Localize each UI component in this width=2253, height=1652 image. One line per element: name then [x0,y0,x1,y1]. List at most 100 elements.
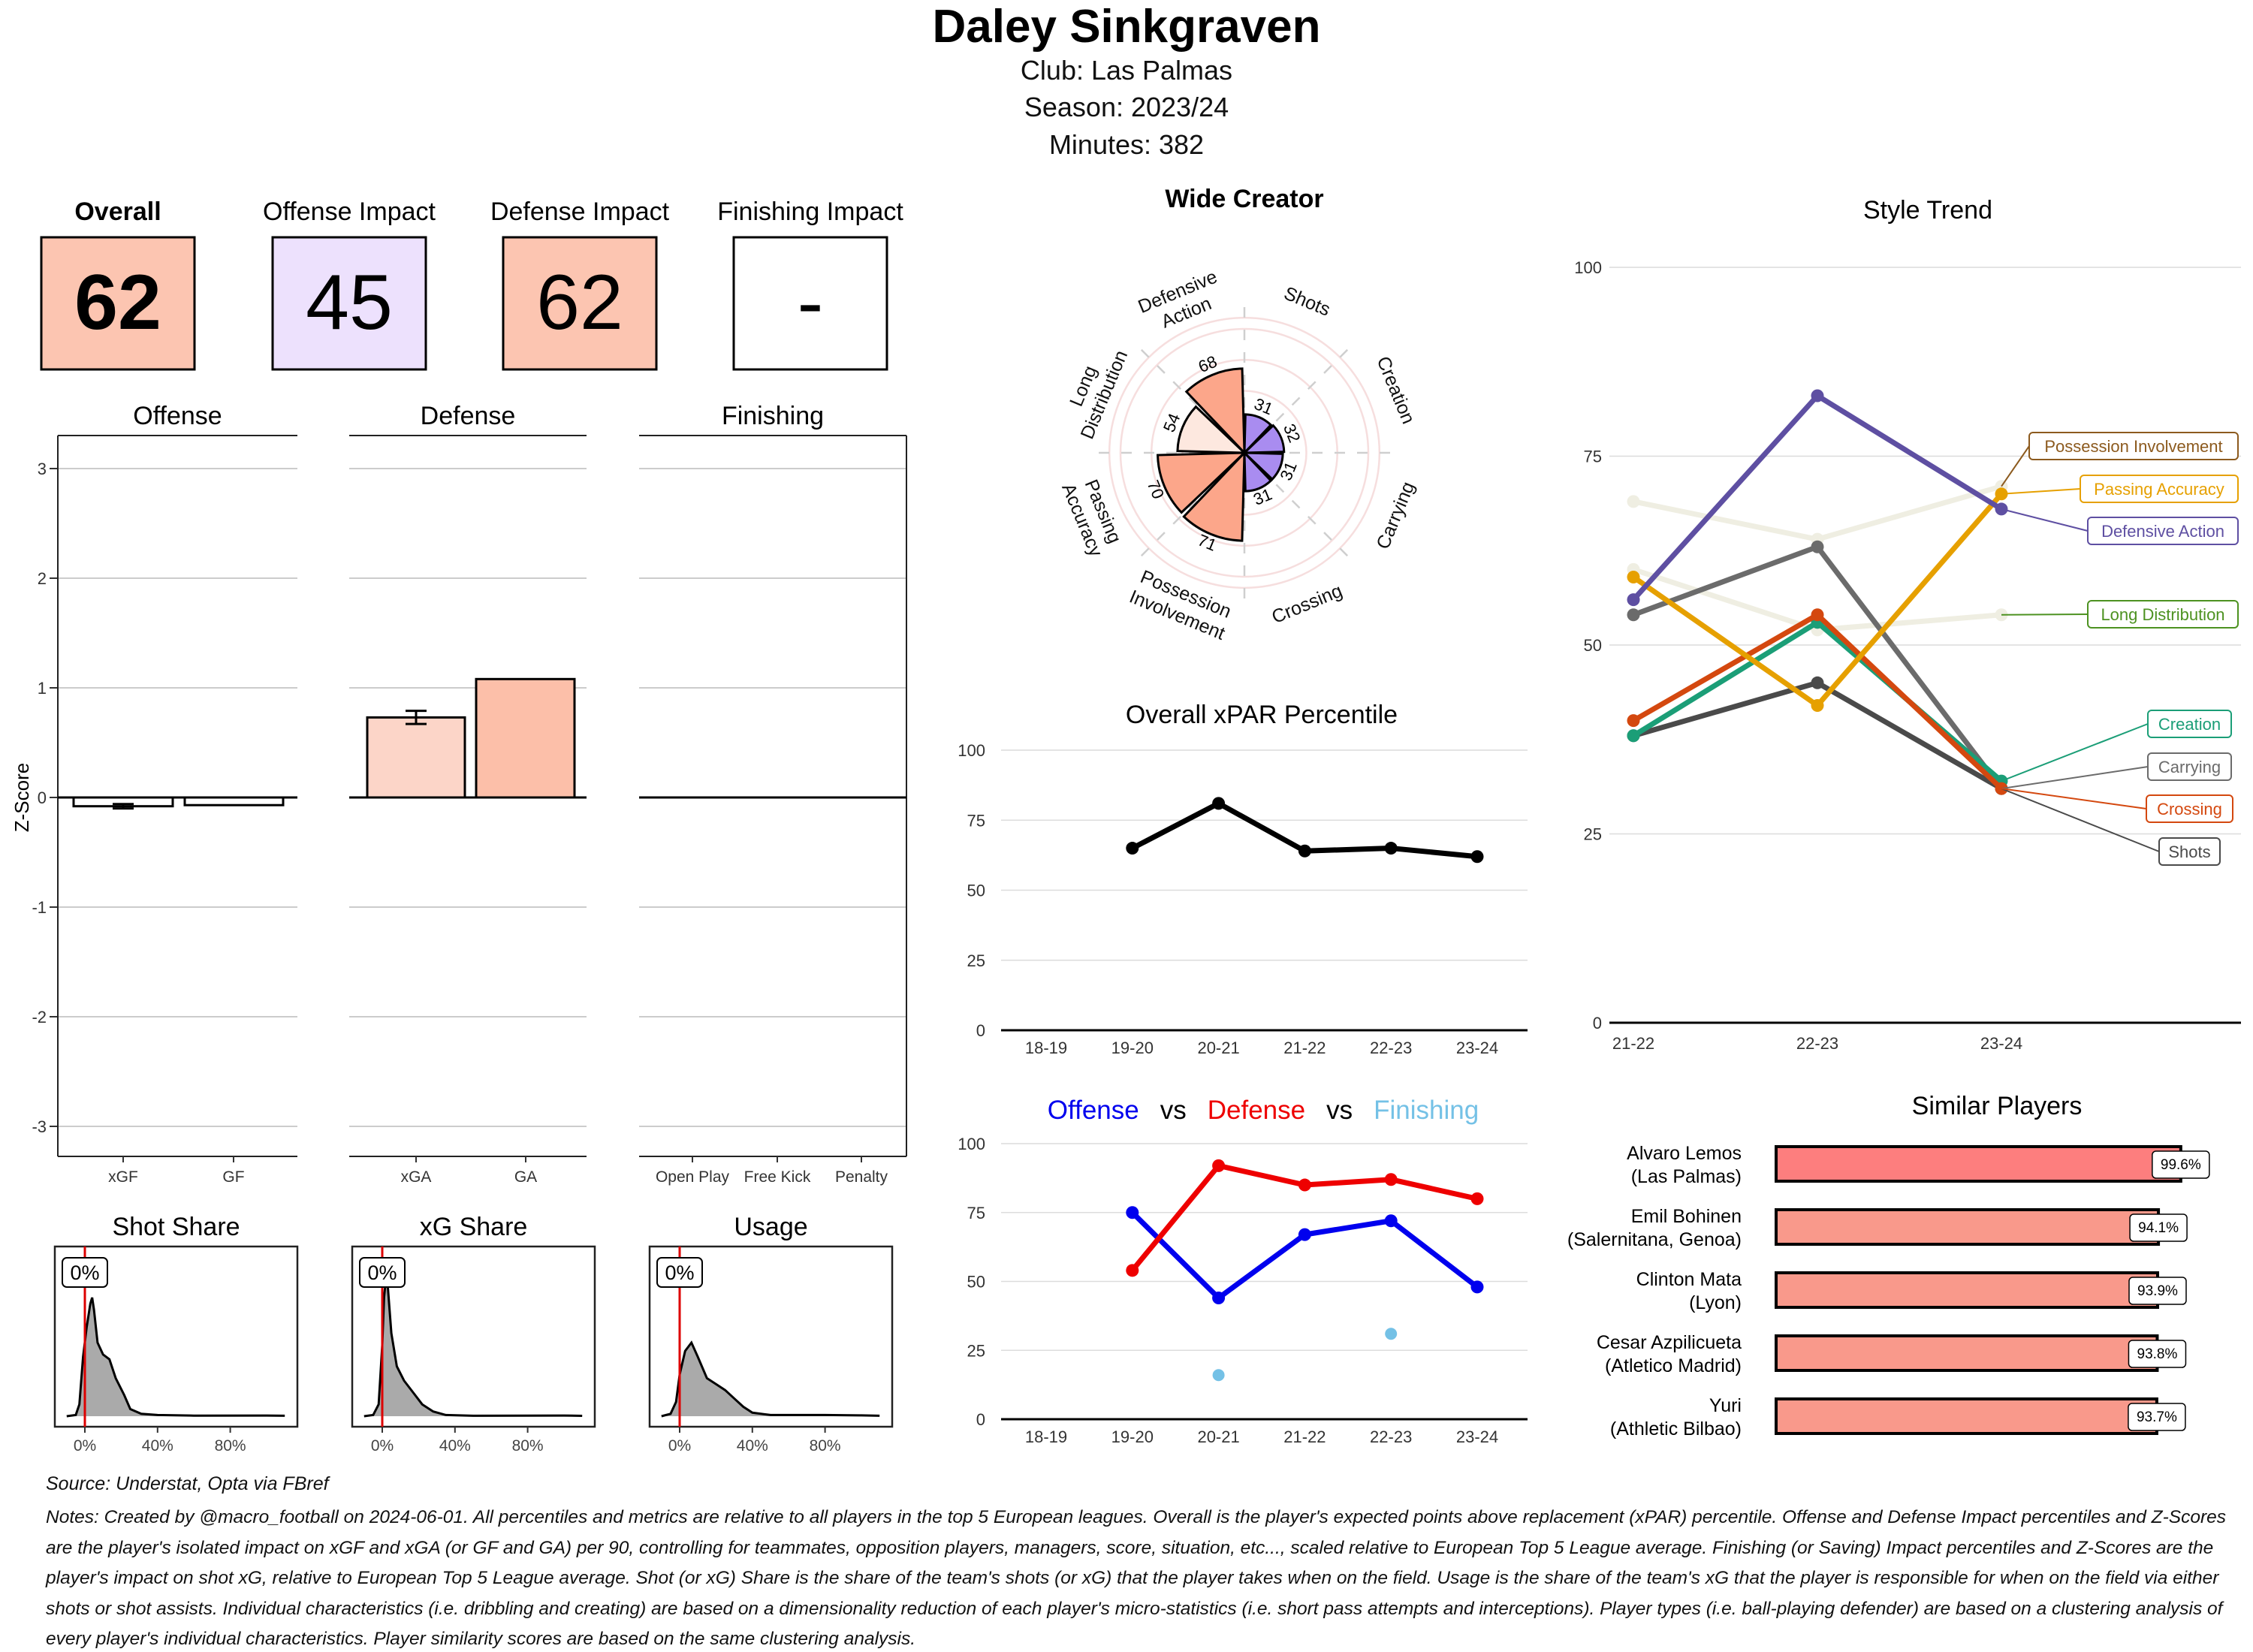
y-tick-label: 100 [958,741,985,760]
chart-title-part: vs [1326,1096,1353,1125]
chart-title: Similar Players [1912,1092,2083,1120]
polar-bar-carrying [1241,451,1284,481]
y-tick-label: 0 [976,1021,985,1040]
data-point-defense [1212,1159,1226,1172]
polar-bar-passing-accuracy [1157,451,1247,514]
polar-category-label: PassingAccuracy [1057,472,1127,560]
polar-grid-circle [1119,327,1370,578]
similarity-value: 93.9% [2137,1283,2178,1299]
similarity-value: 94.1% [2138,1220,2179,1236]
x-tick-label: 18-19 [1025,1427,1067,1446]
polar-category-label: LongDistribution [1056,339,1132,442]
bar-xga [366,716,466,799]
trend-label-crossing: Crossing [2157,800,2222,818]
x-tick-label: 21-22 [1283,1039,1326,1057]
trend-label-leader [2001,508,2089,532]
series-line-offense [1130,1210,1479,1301]
x-tick-label: 20-21 [1197,1039,1239,1057]
x-tick-label: xGF [108,1168,138,1186]
y-tick-label: 50 [967,882,985,900]
distribution-title: Shot Share [112,1213,240,1241]
impact-card-label: Finishing Impact [717,197,903,226]
trend-point-defensive-action [1811,389,1824,402]
similar-player-team: (Las Palmas) [1631,1166,1742,1187]
y-tick-label: -3 [32,1117,47,1136]
data-point-finishing [1385,1328,1398,1340]
y-tick-label: 25 [1584,825,1602,844]
trend-label-box [2080,475,2239,503]
similarity-label-box [2128,1403,2186,1431]
polar-bar-creation [1241,424,1286,454]
x-tick-label: 23-24 [1980,1034,2022,1053]
header: Daley Sinkgraven Club: Las Palmas Season… [933,1,1321,160]
trend-label-possession-involvement: Possession Involvement [2044,437,2222,456]
chart-title-part: Finishing [1374,1096,1479,1125]
polar-category-label-line: Carrying [1372,478,1419,552]
polar-category-label-line: Shots [1281,282,1334,320]
x-tick-label: 0% [668,1437,691,1455]
x-tick-label: 80% [512,1437,544,1455]
similarity-bar [1775,1271,2159,1309]
similarity-bar [1775,1334,2159,1372]
facet-title: Finishing [722,402,824,430]
trend-label-defensive-action: Defensive Action [2101,522,2224,541]
methodology-notes: Notes: Created by @macro_football on 202… [46,1507,2227,1649]
y-tick-label: 0 [38,788,47,807]
distribution-title: xG Share [420,1213,528,1241]
impact-card-label: Offense Impact [263,197,436,226]
x-tick-label: 40% [439,1437,471,1455]
y-tick-label: 0 [976,1410,985,1429]
polar-bar-shots [1243,413,1273,456]
club-subtitle: Club: Las Palmas [1021,55,1232,86]
density-area [661,1343,880,1416]
data-point [1126,842,1139,855]
x-tick-label: 22-23 [1370,1427,1412,1446]
density-curve [363,1279,583,1418]
x-tick-label: 20-21 [1197,1427,1239,1446]
facet-title: Offense [133,402,222,430]
data-point-offense [1212,1292,1226,1305]
polar-category-label: Shots [1281,282,1334,320]
style-trend-chart: Style Trend 0 25 50 75 100 21-22 22-23 23-24 Poss… [1574,196,2241,1053]
trend-line-defensive-action [1631,393,2003,601]
x-tick-label: 40% [142,1437,173,1455]
density-area [363,1280,583,1416]
data-point-defense [1298,1178,1311,1192]
trend-point-passing-accuracy [1811,698,1824,712]
similarity-value: 93.7% [2137,1409,2177,1425]
trend-line-possession-involvement [1633,484,2002,542]
data-point-offense [1298,1228,1311,1241]
minutes-subtitle: Minutes: 382 [1049,129,1204,160]
impact-card-value: 45 [306,259,393,346]
x-tick-label: GA [514,1168,537,1186]
similar-player-team: (Athletic Bilbao) [1610,1418,1742,1439]
x-tick-label: xGA [401,1168,432,1186]
impact-card-box [40,236,196,371]
x-tick-label: 22-23 [1370,1039,1412,1057]
x-tick-label: 19-20 [1111,1039,1154,1057]
data-point-defense [1126,1264,1139,1277]
polar-category-label: DefensiveAction [1136,266,1229,338]
data-point-defense [1470,1192,1484,1205]
trend-point-creation [1627,729,1640,743]
data-point-offense [1384,1214,1398,1228]
trend-point-crossing [1627,714,1640,728]
polar-category-label-line: Crossing [1268,580,1345,629]
similar-player-team: (Atletico Madrid) [1605,1355,1742,1376]
polar-category-label: Creation [1372,354,1419,427]
impact-cards: Overall 62 Offense Impact 45 Defense Impact 6… [40,197,903,371]
trend-label-leader [2001,445,2030,487]
player-value-label: 0% [367,1262,397,1284]
chart-title: Offense vs Defense vs Finishing [1048,1096,1479,1125]
x-tick-label: Penalty [835,1168,888,1186]
facet-title: Defense [421,402,516,430]
trend-point-carrying [1811,540,1824,553]
player-value-label: 0% [665,1262,694,1284]
trend-label-long-distribution: Long Distribution [2101,605,2224,624]
similar-player-name: Cesar Azpilicueta [1597,1332,1742,1353]
trend-line-passing-accuracy [1631,492,2004,708]
similarity-bar [1775,1397,2158,1435]
polar-grid-circle [1181,390,1307,516]
similarity-label-box [2129,1213,2188,1242]
